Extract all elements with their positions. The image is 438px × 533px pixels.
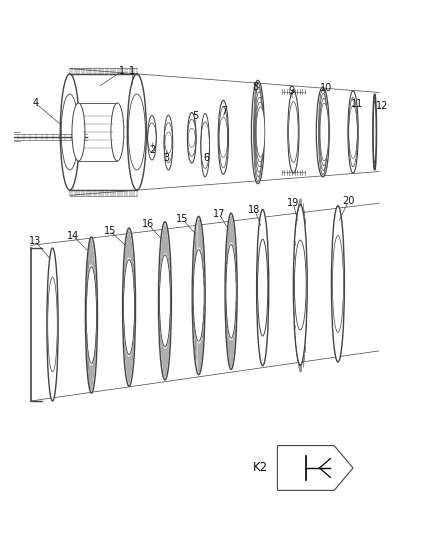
Text: 15: 15 (104, 225, 116, 236)
Ellipse shape (85, 237, 98, 393)
Text: 17: 17 (213, 209, 225, 219)
Ellipse shape (332, 236, 343, 332)
Ellipse shape (193, 249, 204, 342)
Ellipse shape (72, 103, 85, 161)
Text: 14: 14 (67, 231, 79, 241)
Ellipse shape (319, 98, 328, 166)
Ellipse shape (123, 228, 135, 386)
Ellipse shape (294, 240, 306, 330)
Ellipse shape (319, 93, 328, 171)
Ellipse shape (201, 114, 209, 177)
Text: K2: K2 (253, 462, 268, 474)
Ellipse shape (254, 92, 263, 172)
Ellipse shape (320, 103, 328, 161)
Ellipse shape (288, 91, 299, 173)
Ellipse shape (225, 213, 237, 369)
Ellipse shape (348, 91, 358, 173)
Text: 10: 10 (320, 83, 332, 93)
Text: 8: 8 (253, 82, 259, 92)
Ellipse shape (257, 209, 269, 366)
Text: 6: 6 (203, 154, 209, 164)
Text: 9: 9 (289, 86, 295, 96)
Ellipse shape (159, 255, 170, 346)
Ellipse shape (373, 94, 376, 170)
Text: 2: 2 (149, 146, 155, 156)
Ellipse shape (318, 90, 327, 175)
Text: 20: 20 (343, 196, 355, 206)
Ellipse shape (293, 205, 307, 365)
Ellipse shape (148, 116, 156, 160)
Ellipse shape (255, 97, 264, 167)
Text: 16: 16 (142, 219, 154, 229)
Text: 1: 1 (130, 66, 136, 76)
Text: 3: 3 (163, 153, 170, 163)
Text: 18: 18 (248, 205, 261, 215)
Text: 13: 13 (29, 236, 41, 246)
Ellipse shape (316, 87, 329, 177)
Text: 11: 11 (351, 99, 364, 109)
Ellipse shape (48, 277, 57, 372)
Text: 12: 12 (376, 101, 389, 111)
Ellipse shape (111, 103, 124, 161)
Ellipse shape (192, 216, 205, 375)
Ellipse shape (256, 107, 265, 157)
Text: 5: 5 (192, 111, 198, 121)
Ellipse shape (258, 239, 268, 336)
Text: 19: 19 (287, 198, 300, 208)
Ellipse shape (187, 112, 196, 163)
Ellipse shape (159, 222, 171, 380)
Ellipse shape (332, 206, 344, 362)
Ellipse shape (256, 102, 264, 162)
Ellipse shape (86, 266, 96, 364)
Text: 1: 1 (119, 66, 125, 76)
Ellipse shape (218, 100, 229, 174)
Text: 15: 15 (176, 214, 188, 224)
Ellipse shape (226, 245, 236, 338)
Ellipse shape (164, 115, 173, 170)
Ellipse shape (254, 83, 262, 182)
Text: 7: 7 (222, 106, 228, 116)
Text: 4: 4 (32, 98, 38, 108)
Ellipse shape (124, 260, 134, 354)
Ellipse shape (47, 248, 58, 401)
Ellipse shape (254, 87, 263, 177)
Ellipse shape (251, 80, 265, 184)
